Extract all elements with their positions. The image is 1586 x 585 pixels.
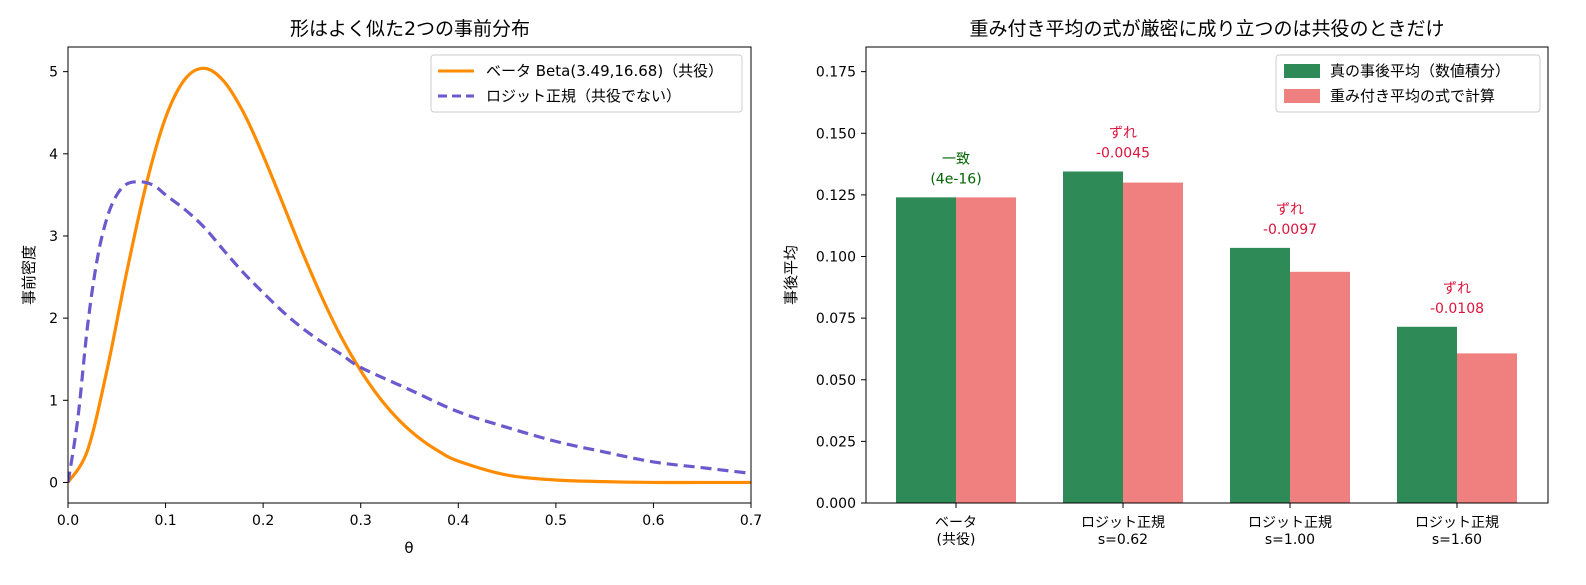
bar-weighted-mean	[956, 197, 1016, 503]
left-y-axis-label: 事前密度	[20, 245, 38, 305]
legend-swatch-weighted	[1284, 89, 1320, 103]
left-y-tick-label: 3	[49, 229, 58, 245]
left-x-tick-label: 0.7	[740, 513, 762, 529]
left-legend-box	[430, 54, 743, 113]
bar-annotation: 一致	[942, 151, 970, 167]
bar-weighted-mean	[1457, 353, 1517, 503]
bar-annotation: ずれ	[1443, 281, 1471, 297]
legend-label-weighted: 重み付き平均の式で計算	[1330, 87, 1495, 105]
right-chart: 重み付き平均の式が厳密に成り立つのは共役のときだけ 0.000 0.025 0.05…	[782, 18, 1549, 548]
left-legend: ベータ Beta(3.49,16.68)（共役） ロジット正規（共役でない）	[430, 54, 743, 113]
right-y-tick-label: 0.175	[816, 65, 856, 81]
bar-weighted-mean	[1123, 182, 1183, 503]
bar-annotation: -0.0108	[1430, 301, 1484, 317]
bar-true-posterior-mean	[1063, 171, 1123, 503]
right-x-tick-label: ロジット正規	[1415, 515, 1499, 531]
bar-annotation: ずれ	[1276, 202, 1304, 218]
beta-prior-line	[68, 66, 751, 485]
logit-normal-prior-line	[68, 180, 751, 483]
legend-label-true-mean: 真の事後平均（数値積分）	[1330, 62, 1510, 80]
left-y-tick-label: 2	[49, 311, 58, 327]
left-chart: 形はよく似た2つの事前分布 0.0 0.1 0.2 0.3 0.4 0.5 0.6 0.7 0 1…	[20, 18, 762, 557]
right-x-tick-label: s=1.00	[1265, 532, 1315, 548]
right-y-tick-label: 0.025	[816, 434, 856, 450]
right-x-tick-label: ロジット正規	[1081, 515, 1165, 531]
left-x-tick-label: 0.6	[642, 513, 664, 529]
bar-annotation: -0.0045	[1096, 145, 1150, 161]
right-y-tick-label: 0.150	[816, 126, 856, 142]
right-axes-frame	[865, 46, 1549, 504]
right-x-tick-label: s=1.60	[1432, 532, 1482, 548]
bar-true-posterior-mean	[896, 197, 956, 503]
left-x-tick-label: 0.3	[350, 513, 372, 529]
left-chart-title: 形はよく似た2つの事前分布	[290, 18, 530, 40]
right-x-tick-label: ロジット正規	[1248, 515, 1332, 531]
legend-swatch-true-mean	[1284, 64, 1320, 78]
left-x-tick-label: 0.1	[154, 513, 176, 529]
bar-annotation: -0.0097	[1263, 222, 1317, 238]
right-x-tick-label: s=0.62	[1098, 532, 1148, 548]
right-y-tick-label: 0.000	[816, 496, 856, 512]
left-y-tick-label: 5	[49, 65, 58, 81]
right-legend-box	[1275, 54, 1541, 113]
left-x-tick-label: 0.5	[545, 513, 567, 529]
bar-annotation: (4e-16)	[930, 171, 981, 187]
bar-true-posterior-mean	[1230, 247, 1290, 503]
legend-label-logitnormal: ロジット正規（共役でない）	[486, 87, 681, 105]
left-axes-frame	[67, 46, 752, 504]
right-y-tick-label: 0.050	[816, 373, 856, 389]
right-y-axis-label: 事後平均	[782, 245, 800, 305]
right-plot-area: 0.000 0.025 0.050 0.075 0.100 0.125 0.150 0.175…	[816, 65, 1517, 548]
left-y-tick-label: 1	[49, 393, 58, 409]
bar-true-posterior-mean	[1397, 326, 1457, 503]
right-x-tick-label: (共役)	[937, 532, 976, 548]
bar-annotation: ずれ	[1109, 125, 1137, 141]
bar-weighted-mean	[1290, 271, 1350, 503]
left-x-tick-label: 0.4	[447, 513, 469, 529]
right-y-tick-label: 0.125	[816, 188, 856, 204]
right-chart-title: 重み付き平均の式が厳密に成り立つのは共役のときだけ	[969, 18, 1444, 40]
left-x-tick-label: 0.0	[57, 513, 79, 529]
left-x-axis-label: θ	[404, 539, 413, 557]
left-x-tick-label: 0.2	[252, 513, 274, 529]
legend-label-beta: ベータ Beta(3.49,16.68)（共役）	[486, 62, 723, 80]
right-x-tick-label: ベータ	[935, 515, 977, 531]
left-y-tick-label: 0	[49, 475, 58, 491]
right-legend: 真の事後平均（数値積分） 重み付き平均の式で計算	[1275, 54, 1541, 113]
right-y-tick-label: 0.100	[816, 250, 856, 266]
right-y-tick-label: 0.075	[816, 311, 856, 327]
left-plot-area: 0.0 0.1 0.2 0.3 0.4 0.5 0.6 0.7 0 1 2 3 4 5	[49, 65, 762, 529]
left-y-tick-label: 4	[49, 147, 58, 163]
